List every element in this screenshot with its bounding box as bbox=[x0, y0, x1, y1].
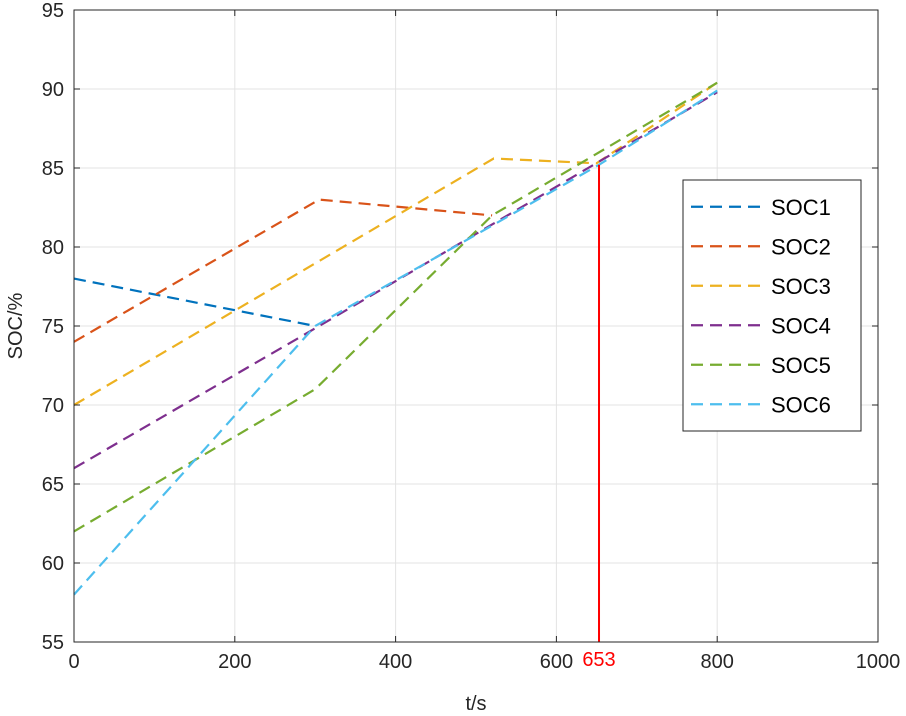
y-tick-label: 60 bbox=[42, 553, 64, 575]
annotation-layer: 653 bbox=[582, 164, 616, 671]
legend-label-3: SOC3 bbox=[771, 274, 831, 299]
series-line-2 bbox=[73, 198, 493, 343]
y-tick-label: 55 bbox=[42, 632, 64, 654]
legend-label-2: SOC2 bbox=[771, 234, 831, 259]
series-line-3 bbox=[73, 81, 718, 406]
legend-label-5: SOC5 bbox=[771, 353, 831, 378]
y-tick-label: 90 bbox=[42, 79, 64, 101]
y-tick-label: 70 bbox=[42, 395, 64, 417]
series-line-4 bbox=[73, 91, 718, 470]
y-tick-label: 75 bbox=[42, 316, 64, 338]
y-axis-label: SOC/% bbox=[5, 292, 27, 359]
series-layer bbox=[73, 81, 718, 596]
x-tick-label: 0 bbox=[68, 651, 79, 673]
marker-label: 653 bbox=[582, 649, 615, 671]
x-tick-label: 600 bbox=[540, 651, 573, 673]
y-tick-label: 95 bbox=[42, 0, 64, 22]
y-tick-label: 85 bbox=[42, 158, 64, 180]
x-tick-label: 200 bbox=[218, 651, 251, 673]
legend-label-4: SOC4 bbox=[771, 313, 831, 338]
y-tick-label: 65 bbox=[42, 474, 64, 496]
tick-labels: 0 200 400 600 800 1000 55 60 65 70 75 80 85 90 95 bbox=[42, 0, 901, 673]
legend-label-6: SOC6 bbox=[771, 392, 831, 417]
legend-label-1: SOC1 bbox=[771, 195, 831, 220]
x-tick-label: 800 bbox=[701, 651, 734, 673]
x-axis-label: t/s bbox=[465, 693, 486, 715]
x-tick-label: 400 bbox=[379, 651, 412, 673]
x-tick-label: 1000 bbox=[856, 651, 901, 673]
legend-box bbox=[682, 179, 862, 432]
series-line-1 bbox=[73, 277, 316, 328]
y-tick-label: 80 bbox=[42, 237, 64, 259]
legend: SOC1 SOC2 SOC3 SOC4 SOC5 SOC6 bbox=[682, 179, 862, 432]
series-line-6 bbox=[73, 89, 718, 596]
